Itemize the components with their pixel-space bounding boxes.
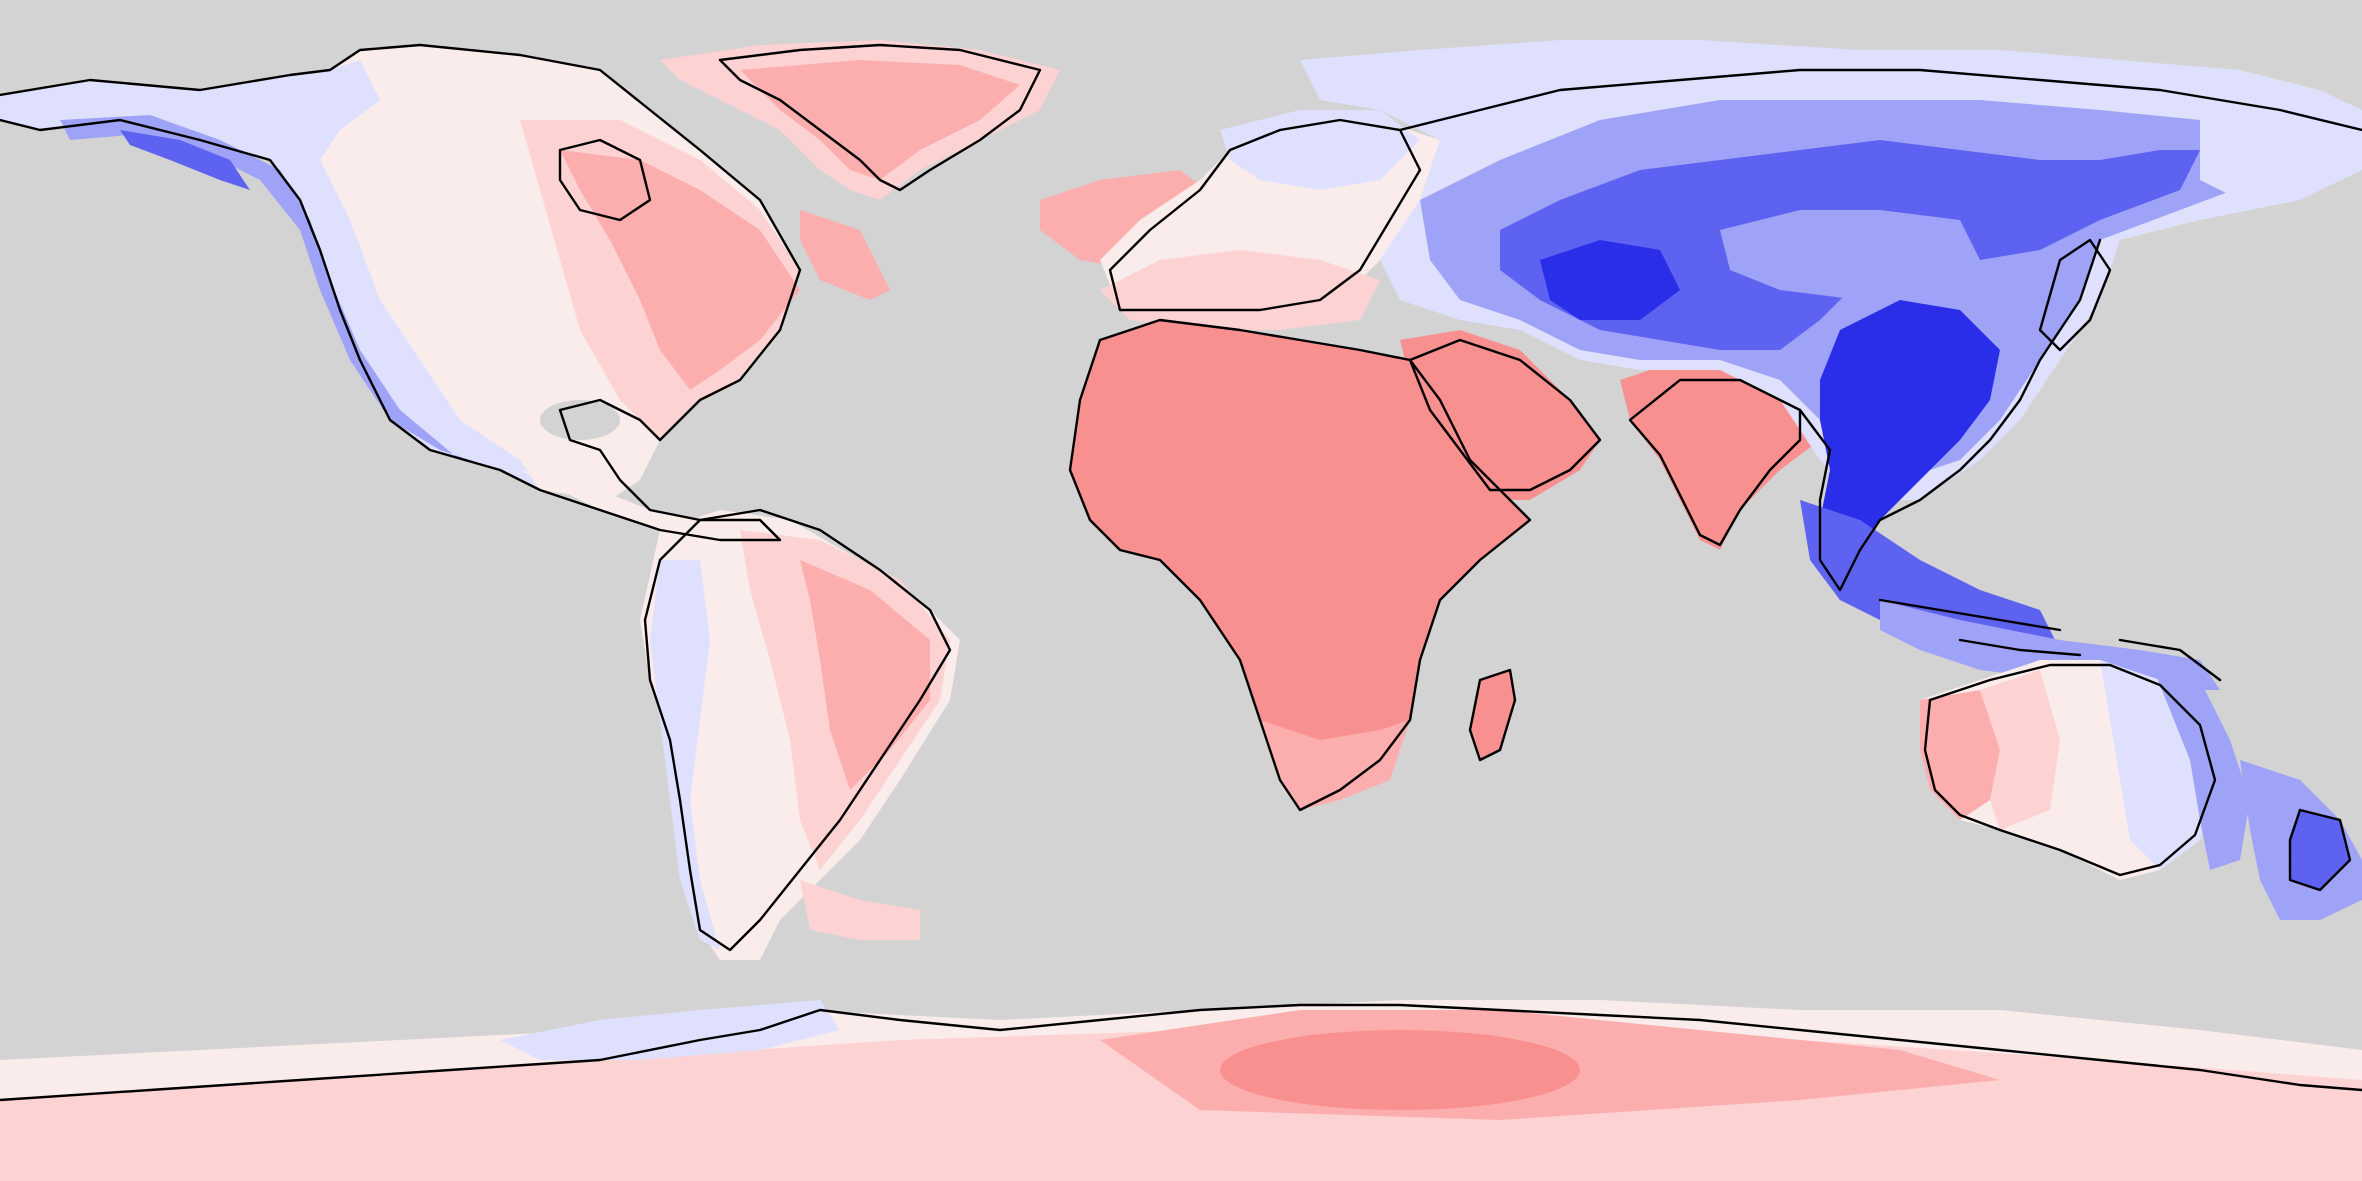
coastline-new-zealand: [2288, 808, 2352, 892]
coastline-madagascar: [1468, 668, 1517, 762]
asia: [1300, 40, 2362, 690]
coastline-india: [1628, 378, 1802, 547]
sa-south-slight-positive: [800, 880, 920, 940]
coastline-greenland: [718, 43, 1042, 192]
na-atlantic-positive: [800, 210, 890, 300]
australia-west-positive: [1920, 690, 2000, 820]
greenland-positive: [740, 60, 1020, 180]
antarctica: [0, 1000, 2362, 1181]
coastline-africa: [1068, 318, 1532, 812]
scandinavia-slight-negative: [1220, 110, 1420, 190]
australia-east-mild-negative: [2150, 660, 2250, 870]
coastline-asia: [1398, 68, 2362, 592]
greenland: [660, 40, 1060, 200]
indonesia-mild-negative: [1880, 600, 2220, 690]
na-east-positive: [560, 150, 800, 390]
antarctica-west-slight-negative: [500, 1000, 840, 1060]
coastline-north-america: [0, 43, 802, 542]
na-west-mild-negative: [60, 115, 500, 470]
australia-west-slight-positive: [1980, 670, 2060, 830]
sa-west-slight-negative: [650, 560, 720, 950]
north-america: [0, 45, 890, 540]
new-zealand-negative: [2290, 810, 2350, 890]
na-west-negative: [120, 130, 250, 190]
coastline-south-america: [643, 508, 952, 952]
southeast-asia-negative: [1800, 500, 2060, 650]
antarctica-strong-positive: [1220, 1030, 1580, 1110]
coastline-japan: [2038, 238, 2112, 352]
na-west-slight-negative: [0, 60, 540, 490]
africa-south-positive: [1260, 720, 1410, 810]
coastline-indonesia: [1878, 598, 2222, 682]
coastline-arabia: [1408, 338, 1602, 492]
coastline-australia: [1923, 663, 2217, 877]
india-positive: [1620, 360, 1820, 550]
arabia-positive: [1400, 330, 1600, 500]
australia: [1920, 660, 2362, 920]
coastlines: [0, 43, 2362, 1102]
central-asia-strong-negative: [1540, 240, 1680, 320]
mongolia-light: [1720, 210, 1980, 300]
coastline-antarctica: [0, 1003, 2362, 1102]
coastline-hudson-bay: [558, 138, 652, 222]
far-east-russia: [2200, 110, 2362, 200]
